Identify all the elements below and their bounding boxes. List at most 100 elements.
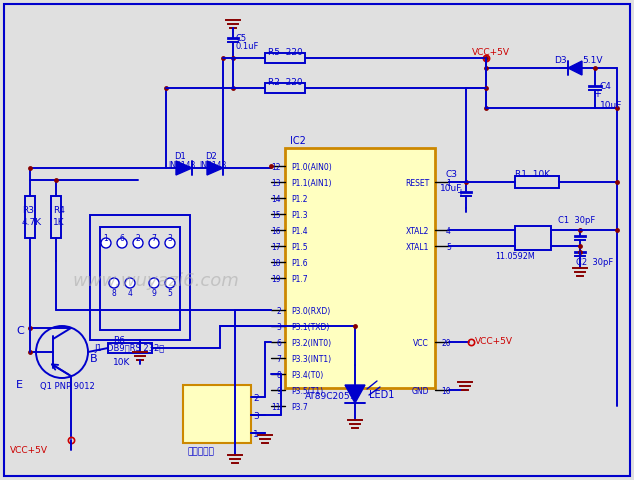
Text: 9: 9 [152,289,157,298]
Text: 6: 6 [120,234,124,243]
Text: P3.4(T0): P3.4(T0) [291,371,323,380]
Text: 14: 14 [271,195,281,204]
Text: 13: 13 [271,179,281,188]
Circle shape [125,278,135,288]
Text: Q1 PNP 9012: Q1 PNP 9012 [40,382,94,391]
Polygon shape [176,161,192,175]
Text: 5: 5 [167,289,172,298]
Text: R2  220: R2 220 [268,78,302,87]
Text: 15: 15 [271,211,281,220]
Circle shape [149,238,159,248]
Circle shape [149,278,159,288]
Text: R3: R3 [22,206,34,215]
Text: 18: 18 [271,259,281,268]
Bar [265,53,305,63]
Text: P1.6: P1.6 [291,259,307,268]
Text: 4: 4 [446,227,451,236]
Circle shape [117,238,127,248]
Text: 10uF: 10uF [600,101,623,110]
Bar [90,215,190,340]
Polygon shape [207,161,223,175]
Text: 8: 8 [112,289,117,298]
Circle shape [36,326,88,378]
Text: RESET: RESET [404,179,429,188]
Text: 7: 7 [152,234,157,243]
Text: XTAL1: XTAL1 [406,243,429,252]
Text: D2: D2 [205,152,217,161]
Text: 5: 5 [446,243,451,252]
Polygon shape [568,61,582,75]
Text: 4.7K: 4.7K [22,218,42,227]
Text: IN4148: IN4148 [199,161,226,170]
Circle shape [165,238,175,248]
Text: C3: C3 [446,170,458,179]
Text: B: B [90,354,98,364]
Text: C1  30pF: C1 30pF [558,216,595,225]
Text: P3.1(TXD): P3.1(TXD) [291,323,330,332]
Bar [51,196,61,238]
Text: 11.0592M: 11.0592M [495,252,534,261]
Text: VCC+5V: VCC+5V [10,446,48,455]
Text: 1: 1 [446,179,451,188]
Text: P1.5: P1.5 [291,243,307,252]
Text: P3.3(INT1): P3.3(INT1) [291,355,331,364]
Bar [100,227,180,330]
Text: AT89C2051: AT89C2051 [305,392,356,401]
Text: R4: R4 [53,206,65,215]
Text: C4: C4 [600,82,612,91]
Bar [515,226,551,250]
Text: P1.2: P1.2 [291,195,307,204]
Text: P1.1(AIN1): P1.1(AIN1) [291,179,332,188]
Text: 2: 2 [253,394,259,403]
Bar [108,343,152,353]
Text: www.wuyazi6.com: www.wuyazi6.com [72,272,239,290]
Bar [285,148,435,388]
Text: IN4148: IN4148 [168,161,195,170]
Text: 17: 17 [271,243,281,252]
Text: R1  10K: R1 10K [515,170,550,179]
Text: E: E [16,380,23,390]
Text: J1  DB9（RS 232）: J1 DB9（RS 232） [94,344,164,353]
Text: R5  220: R5 220 [268,48,303,57]
Bar [265,83,305,93]
Text: 9: 9 [276,387,281,396]
Text: 10uF: 10uF [440,184,462,193]
Polygon shape [345,385,365,403]
Text: +: + [456,188,464,198]
Text: 16: 16 [271,227,281,236]
Text: D1: D1 [174,152,186,161]
Text: P3.5(T1): P3.5(T1) [291,387,323,396]
Text: LED1: LED1 [369,390,394,400]
Text: 11: 11 [271,403,281,412]
Text: IC2: IC2 [290,136,306,146]
Text: 红外接收头: 红外接收头 [187,447,214,456]
Text: C2  30pF: C2 30pF [576,258,613,267]
Text: 1: 1 [253,430,259,439]
Bar [25,196,35,238]
Text: 6: 6 [276,339,281,348]
Text: P3.7: P3.7 [291,403,307,412]
Circle shape [133,238,143,248]
Text: P1.3: P1.3 [291,211,307,220]
Text: VCC+5V: VCC+5V [472,48,510,57]
Circle shape [109,278,119,288]
Circle shape [165,278,175,288]
Text: R6: R6 [113,336,125,345]
Text: P3.0(RXD): P3.0(RXD) [291,307,330,316]
Text: GND: GND [411,387,429,396]
Text: 0.1uF: 0.1uF [236,42,259,51]
Bar [515,176,559,188]
Text: 5.1V: 5.1V [582,56,602,65]
Text: 2: 2 [136,234,140,243]
Text: P3.2(INT0): P3.2(INT0) [291,339,331,348]
Text: 20: 20 [441,339,451,348]
Text: 3: 3 [167,234,172,243]
Bar [183,385,251,443]
Text: +: + [593,89,601,99]
Text: P1.0(AIN0): P1.0(AIN0) [291,163,332,172]
Text: 1K: 1K [53,218,65,227]
Text: VCC: VCC [413,339,429,348]
Text: 4: 4 [127,289,133,298]
Text: 3: 3 [253,412,259,421]
Text: C5: C5 [236,34,247,43]
